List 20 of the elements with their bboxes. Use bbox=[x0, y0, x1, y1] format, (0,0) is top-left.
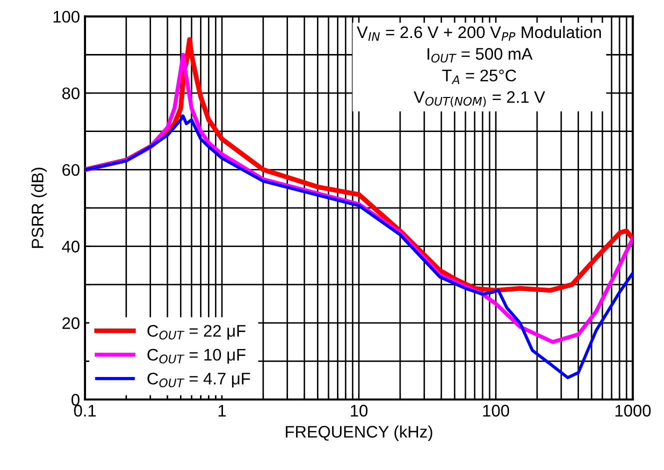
y-tick-label: 80 bbox=[62, 87, 80, 100]
x-tick-label: 0.1 bbox=[74, 404, 96, 417]
annotation: T$_{A}$ = 25°C bbox=[442, 70, 516, 84]
y-tick-label: 40 bbox=[62, 240, 80, 252]
y-tick-label: 60 bbox=[62, 164, 80, 176]
x-tick-label: 1 bbox=[218, 404, 226, 416]
y-tick-label: 100 bbox=[54, 10, 80, 23]
annotation: V$_{IN}$ = 2.6 V + 200 V$_{PP}$ Modulation bbox=[356, 26, 601, 41]
annotation: V$_{OUT(NOM)}$ = 2.1 V bbox=[414, 91, 546, 108]
legend-label: C$_{OUT}$ = 22 μF bbox=[148, 324, 246, 340]
y-tick-label: 0 bbox=[72, 394, 80, 406]
x-tick-label: 10 bbox=[350, 404, 368, 417]
x-axis-title: FREQUENCY (kHz) bbox=[286, 425, 432, 441]
x-tick-label: 100 bbox=[483, 404, 510, 417]
y-axis-title: PSRR (dB) bbox=[31, 168, 47, 248]
x-tick-label: 1000 bbox=[616, 404, 651, 417]
legend-label: C$_{OUT}$ = 10 μF bbox=[148, 348, 246, 364]
annotation: I$_{OUT}$ = 500 mA bbox=[428, 48, 533, 63]
legend-label: C$_{OUT}$ = 4.7 μF bbox=[148, 372, 250, 388]
y-tick-label: 20 bbox=[62, 317, 80, 330]
